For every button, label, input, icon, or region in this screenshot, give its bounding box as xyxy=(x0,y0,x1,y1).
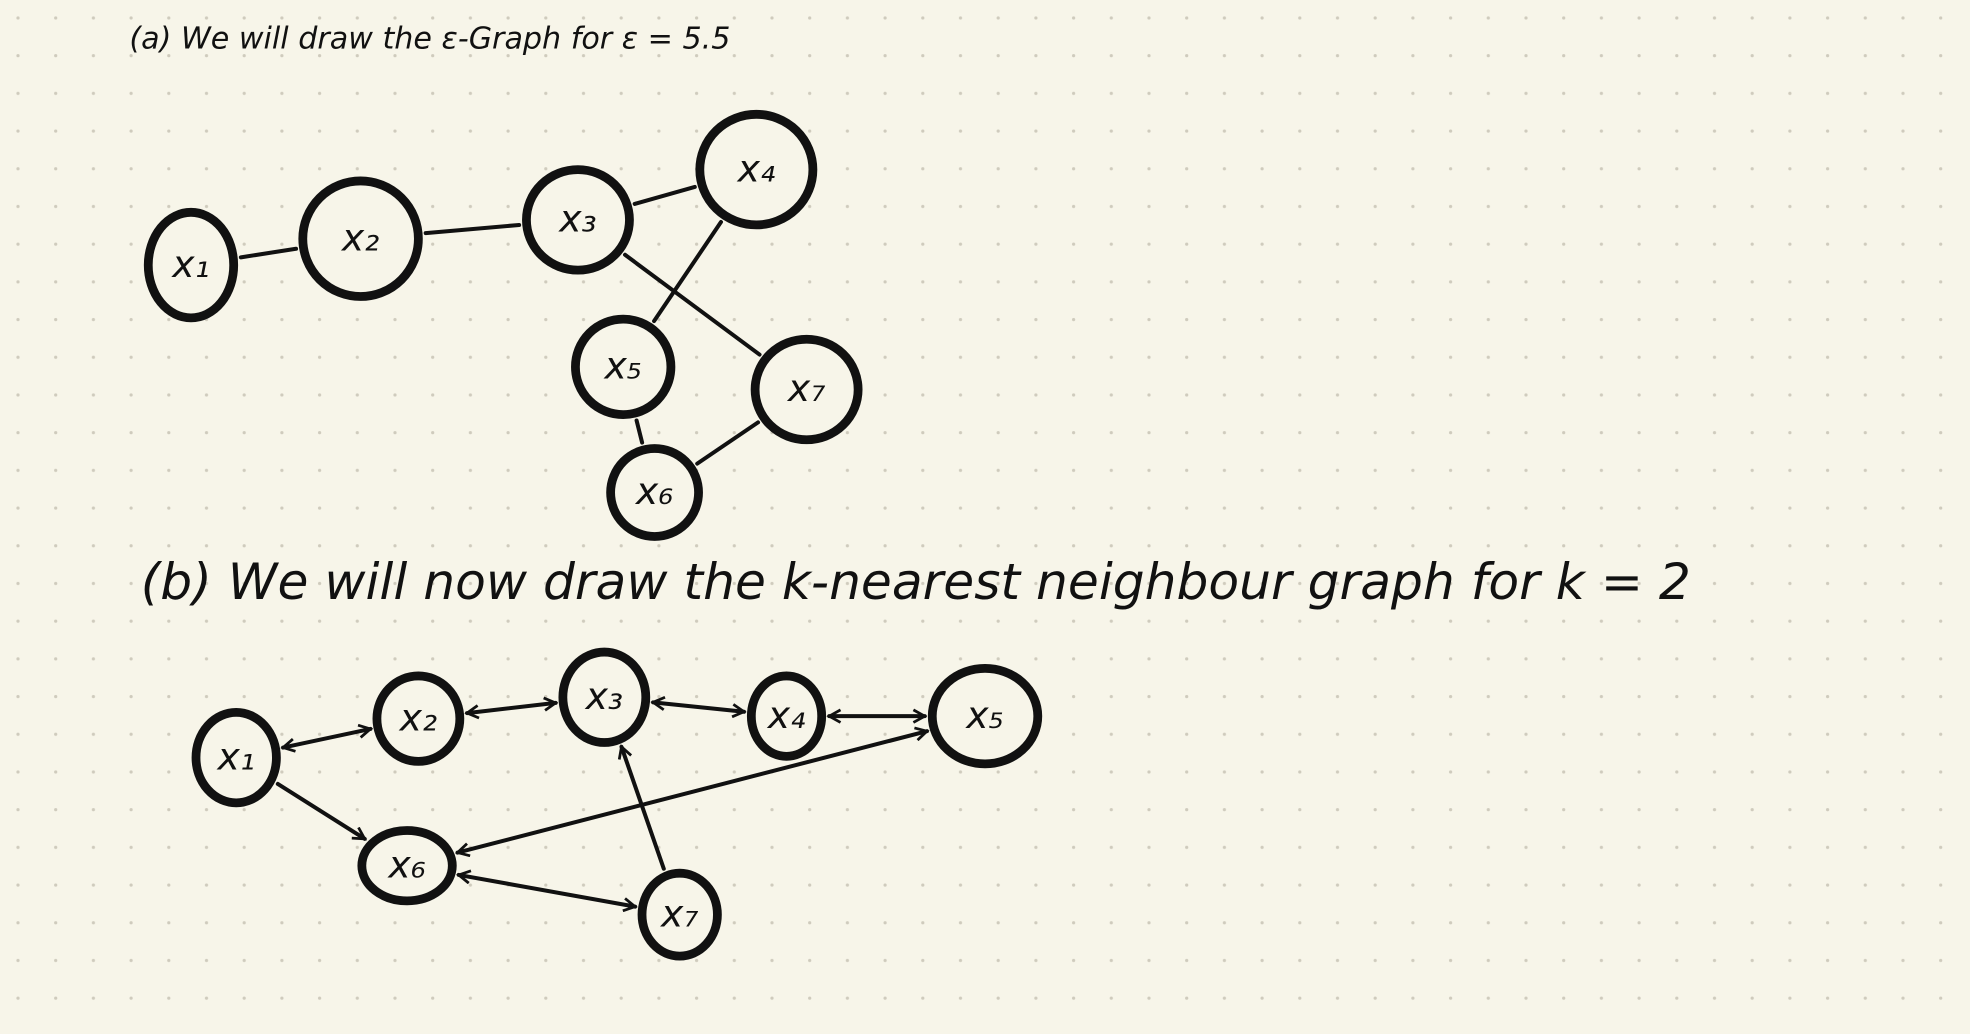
part-b-title: (b) We will now draw the k-nearest neigh… xyxy=(141,552,1691,611)
part_b-graph: x₁ x₂ x₃ x₄ x₅ x₆ x₇ xyxy=(191,647,1043,961)
node-label: x₅ xyxy=(965,693,1003,737)
edge xyxy=(423,222,522,236)
node xyxy=(606,444,703,541)
node-label: x₄ xyxy=(767,693,805,737)
edge xyxy=(459,875,635,907)
node-label: x₆ xyxy=(387,842,425,886)
edge xyxy=(458,731,927,852)
node-label: x₆ xyxy=(635,469,673,513)
node-label: x₁ xyxy=(216,734,254,778)
drawing: (a) We will draw the ε-Graph for ε = 5.5… xyxy=(129,22,1691,961)
node xyxy=(750,334,863,445)
edge xyxy=(632,184,697,206)
node-label: x₅ xyxy=(603,344,641,388)
edge xyxy=(695,420,761,466)
edge xyxy=(623,252,762,357)
edge xyxy=(283,729,370,748)
node-label: x₄ xyxy=(737,146,775,190)
node xyxy=(637,868,722,961)
node xyxy=(558,647,651,747)
node xyxy=(746,671,827,761)
part_a-graph: x₁ x₂ x₃ x₄ x₅ x₆ x₇ xyxy=(143,109,863,541)
node xyxy=(571,314,676,420)
node xyxy=(357,826,457,906)
edge xyxy=(275,781,365,841)
edge xyxy=(621,747,666,871)
edge xyxy=(653,702,744,711)
part-a-title: (a) We will draw the ε-Graph for ε = 5.5 xyxy=(129,22,730,57)
node xyxy=(927,664,1043,769)
node-label: x₇ xyxy=(787,366,825,410)
node-label: x₂ xyxy=(341,215,379,259)
node xyxy=(298,176,423,301)
node-label: x₂ xyxy=(399,695,437,739)
edge xyxy=(467,703,556,713)
edge xyxy=(652,219,723,324)
node xyxy=(143,207,239,323)
edge xyxy=(634,418,645,445)
node xyxy=(372,671,465,766)
edge xyxy=(238,246,299,260)
node-label: x₃ xyxy=(558,197,596,241)
node xyxy=(695,109,818,230)
node-label: x₇ xyxy=(660,891,698,935)
node-label: x₃ xyxy=(585,674,623,718)
node xyxy=(191,707,281,808)
node-label: x₁ xyxy=(171,242,209,286)
node xyxy=(522,165,634,275)
